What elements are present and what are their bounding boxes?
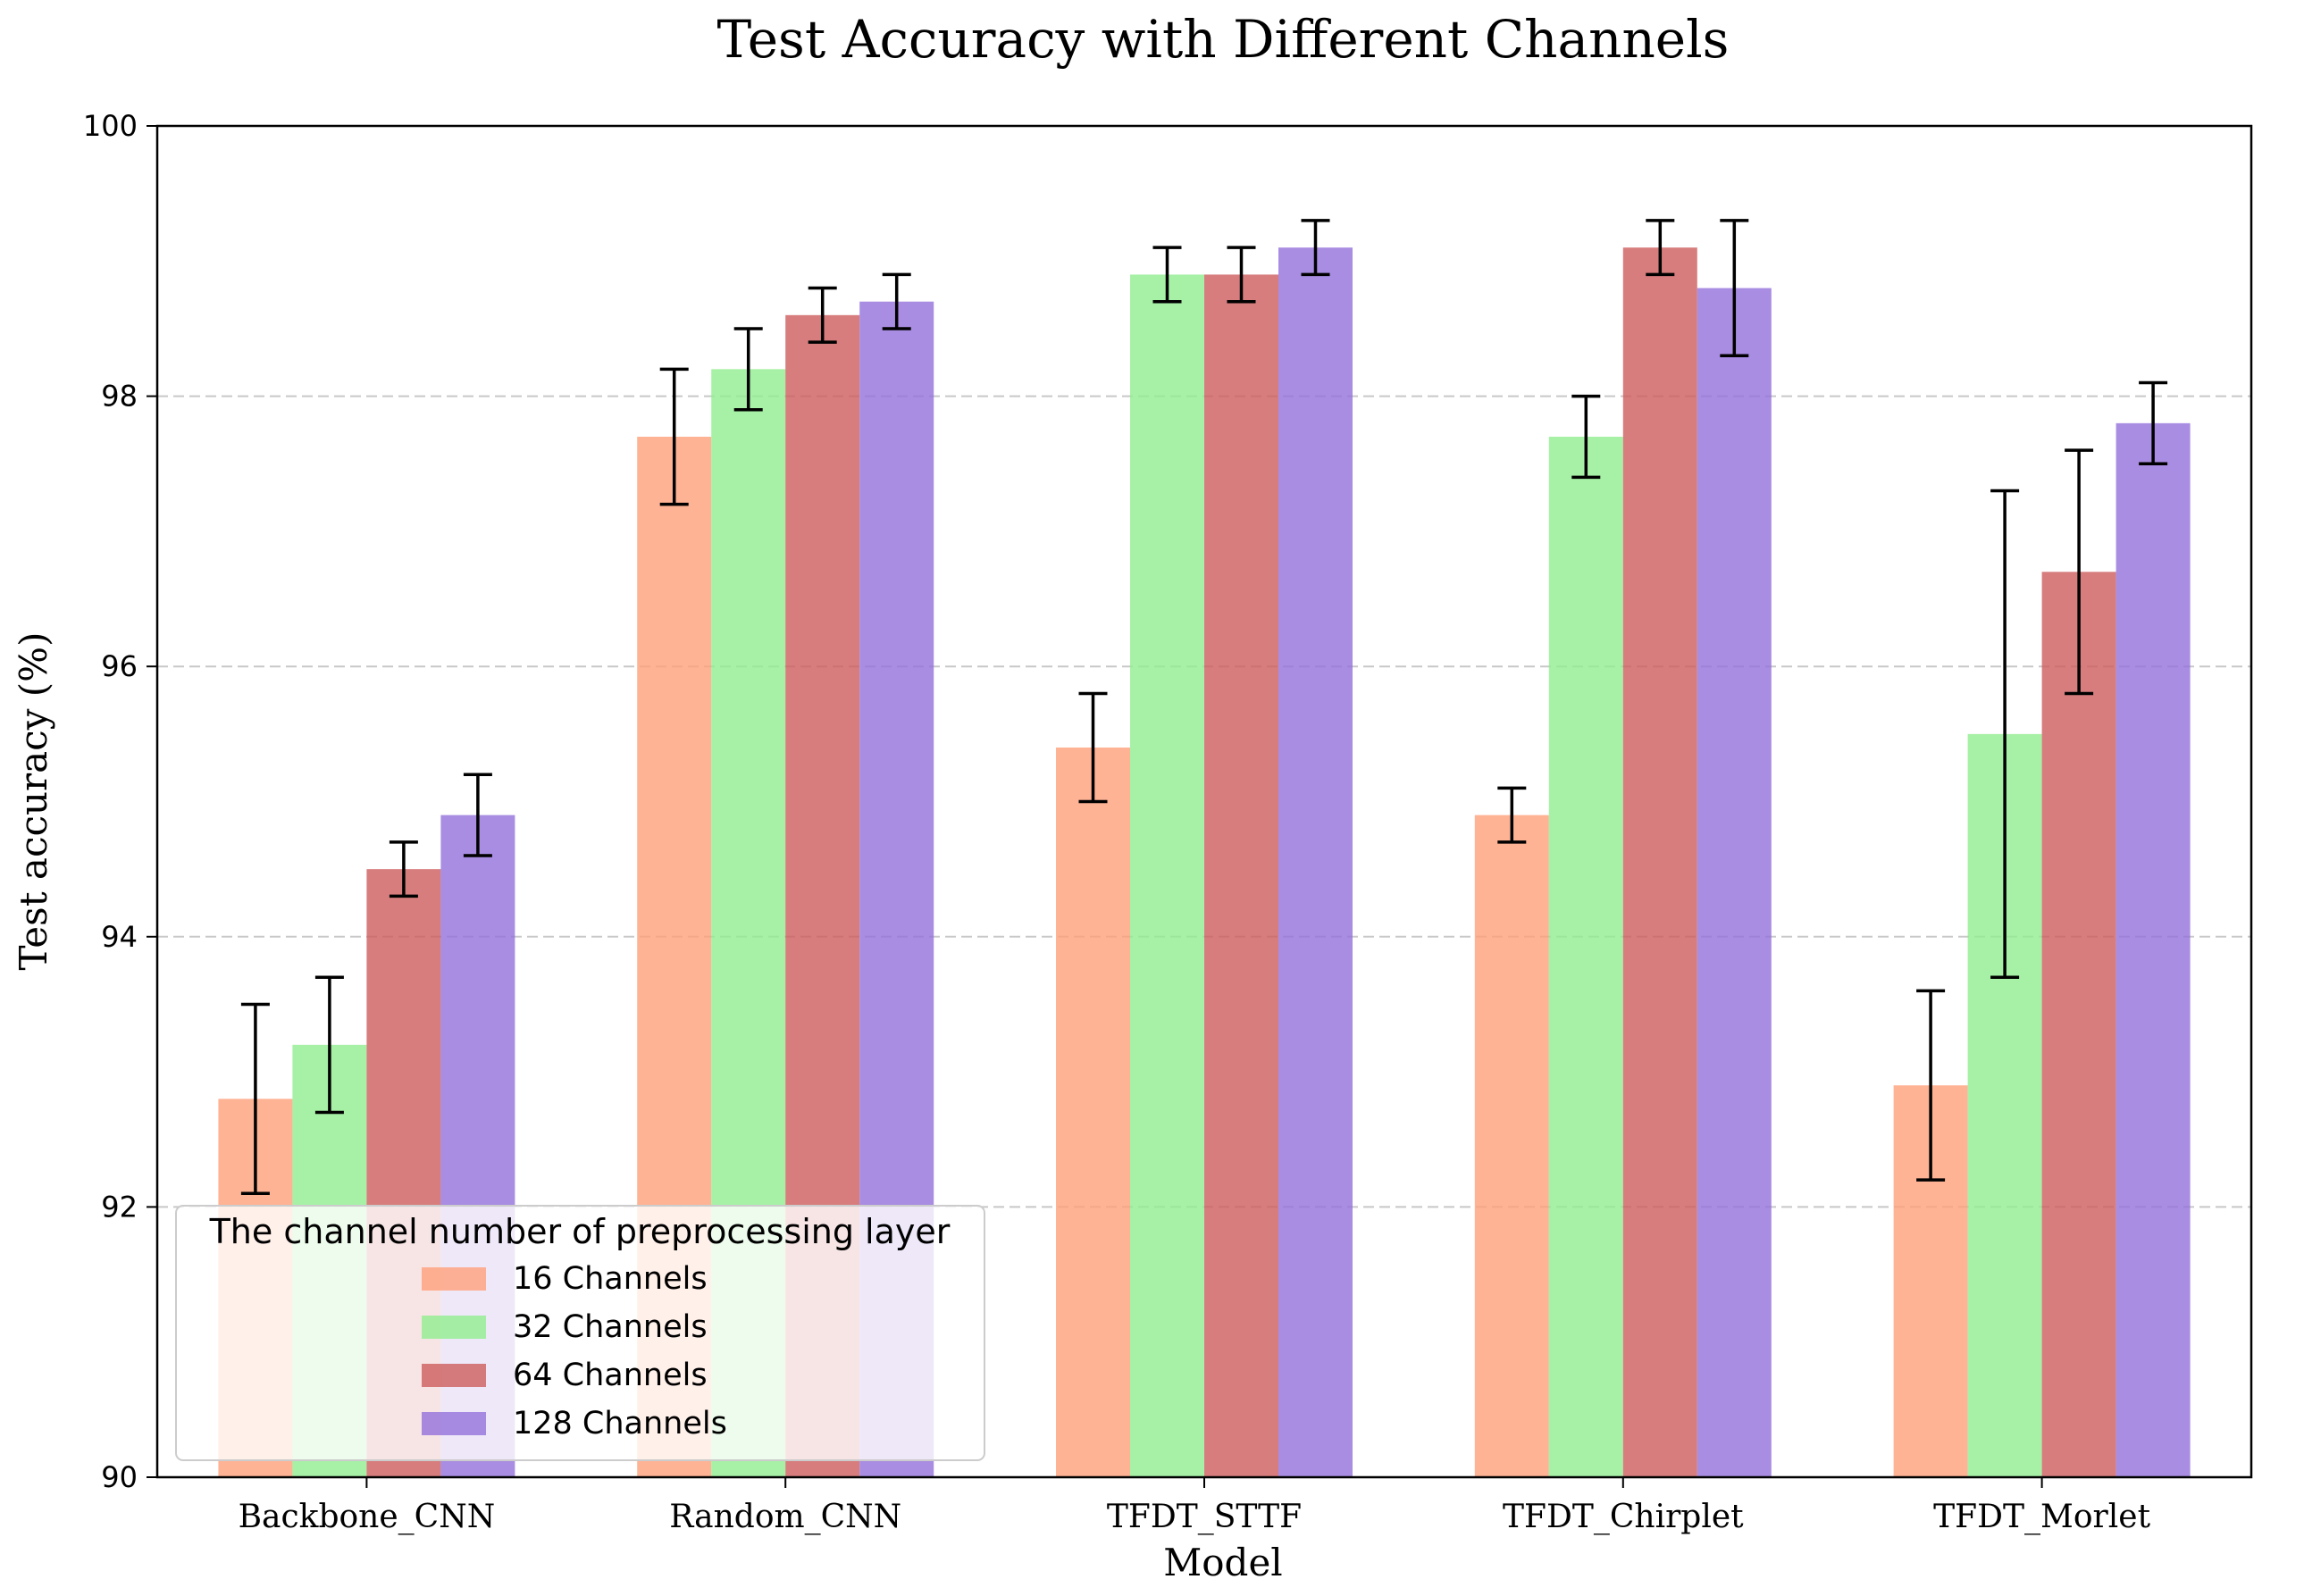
y-tick-label: 94 [101, 920, 138, 954]
error-bars [240, 219, 2168, 1196]
legend-box [175, 1205, 985, 1461]
y-tick-label: 92 [101, 1190, 138, 1224]
bar-tfdt-chirplet-128-channels [1697, 288, 1772, 1477]
x-axis-label: Model [1163, 1541, 1282, 1584]
y-tick-label: 100 [83, 109, 138, 143]
legend-swatch-32-channels [422, 1316, 486, 1339]
bar-tfdt-morlet-64-channels [2041, 572, 2116, 1477]
bar-tfdt-sttf-16-channels [1056, 747, 1130, 1477]
legend-label-128-channels: 128 Channels [513, 1406, 727, 1441]
legend: The channel number of preprocessing laye… [175, 1205, 985, 1461]
bar-tfdt-chirplet-64-channels [1622, 247, 1697, 1477]
legend-swatch-16-channels [422, 1267, 486, 1291]
bar-tfdt-sttf-128-channels [1278, 247, 1353, 1477]
x-tick-label-random-cnn: Random_CNN [669, 1499, 901, 1535]
legend-swatch-128-channels [422, 1412, 486, 1435]
y-tick-label: 96 [101, 649, 138, 683]
x-tick-label-backbone-cnn: Backbone_CNN [239, 1499, 496, 1535]
legend-swatch-64-channels [422, 1364, 486, 1387]
legend-label-16-channels: 16 Channels [513, 1261, 708, 1297]
legend-title: The channel number of preprocessing laye… [209, 1212, 951, 1251]
legend-label-32-channels: 32 Channels [513, 1309, 708, 1345]
y-axis-ticks: 90 92 94 96 98 100 [83, 109, 157, 1494]
bar-tfdt-morlet-128-channels [2115, 422, 2191, 1477]
x-tick-label-tfdt-morlet: TFDT_Morlet [1933, 1499, 2150, 1535]
y-axis-label: Test accuracy (%) [12, 632, 55, 971]
x-axis-ticks: Backbone_CNN Random_CNN TFDT_STTF TFDT_Chir… [239, 1477, 2151, 1535]
bar-tfdt-sttf-32-channels [1130, 274, 1204, 1478]
y-tick-label: 90 [101, 1460, 138, 1494]
bar-tfdt-sttf-64-channels [1204, 274, 1278, 1478]
bar-tfdt-chirplet-16-channels [1474, 815, 1549, 1477]
bar-tfdt-chirplet-32-channels [1548, 436, 1623, 1477]
x-tick-label-tfdt-chirplet: TFDT_Chirplet [1503, 1499, 1744, 1535]
y-tick-label: 98 [101, 380, 138, 414]
chart-title: Test Accuracy with Different Channels [717, 9, 1730, 70]
x-tick-label-tfdt-sttf: TFDT_STTF [1107, 1499, 1302, 1535]
legend-label-64-channels: 64 Channels [513, 1358, 708, 1393]
